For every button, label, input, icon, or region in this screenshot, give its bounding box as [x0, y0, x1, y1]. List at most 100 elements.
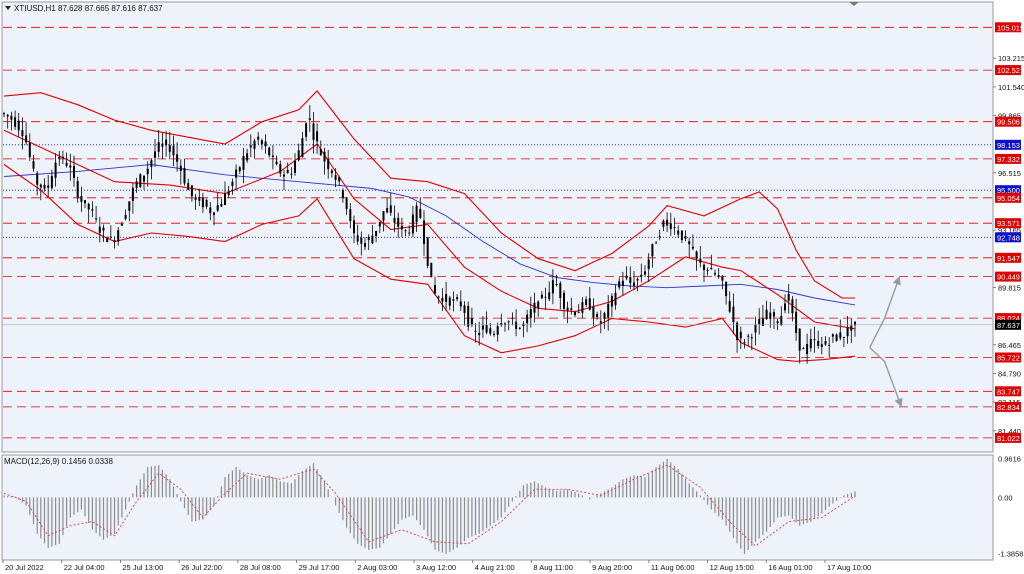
candle-body	[382, 211, 385, 221]
candle-body	[386, 208, 389, 213]
candle	[802, 346, 805, 350]
candle-body	[334, 175, 337, 180]
candle-body	[172, 145, 175, 156]
candle	[518, 326, 521, 330]
candle-body	[603, 313, 606, 319]
candle	[574, 310, 576, 318]
macd-tick-label: 0.9616	[998, 455, 1021, 464]
candle-body	[577, 312, 580, 314]
candle-body	[831, 334, 834, 337]
candle	[621, 271, 624, 296]
candle	[154, 139, 156, 167]
price-panel[interactable]	[1, 1, 994, 453]
candle-body	[286, 169, 289, 174]
candle	[658, 229, 661, 241]
candle	[150, 158, 153, 180]
candle-body	[467, 305, 470, 327]
candle-body	[124, 215, 127, 219]
level-price-label: 91.547	[997, 254, 1020, 263]
candle	[570, 297, 573, 315]
candle-body	[758, 319, 761, 325]
candle-body	[216, 205, 219, 211]
candle-body	[629, 277, 632, 284]
candle	[87, 202, 90, 223]
candle	[677, 225, 680, 238]
level-price-label: 98.153	[997, 141, 1020, 150]
collapse-triangle-icon[interactable]	[5, 6, 11, 10]
candle-body	[507, 321, 510, 323]
candle	[6, 113, 9, 129]
candle-body	[644, 271, 646, 275]
candle	[43, 178, 46, 192]
level-price-badge	[995, 192, 1021, 203]
candle	[485, 311, 488, 335]
candle	[419, 197, 422, 220]
level-price-label: 102.521	[997, 66, 1024, 75]
candle-body	[113, 240, 116, 242]
candle-body	[426, 237, 429, 266]
candle	[283, 169, 285, 190]
candle-body	[581, 302, 584, 313]
level-price-badge	[995, 139, 1021, 150]
candle-body	[511, 317, 514, 319]
candle	[423, 210, 425, 256]
candle-body	[187, 183, 190, 190]
candle-body	[478, 332, 481, 336]
level-price-badge	[995, 116, 1021, 127]
level-price-label: 92.748	[997, 233, 1020, 242]
candle	[854, 321, 856, 337]
candle	[750, 333, 753, 351]
candle	[294, 153, 296, 176]
price-tick-label: 99.865	[998, 112, 1021, 121]
candle-body	[673, 227, 676, 229]
candle-body	[297, 150, 300, 161]
candle-body	[301, 138, 304, 158]
candle-body	[787, 293, 790, 301]
candle-body	[190, 185, 193, 197]
candle	[131, 183, 134, 214]
candle-body	[750, 337, 753, 339]
candle	[636, 277, 639, 292]
candle	[555, 274, 558, 287]
candle	[585, 296, 588, 307]
candle	[172, 135, 175, 167]
candle	[721, 275, 724, 290]
candle	[286, 162, 289, 174]
level-price-label: 82.834	[997, 403, 1020, 412]
candle	[795, 298, 798, 341]
candle-body	[610, 295, 613, 307]
candle	[846, 316, 849, 344]
level-price-label: 99.506	[997, 118, 1020, 127]
candle-body	[470, 318, 473, 325]
level-price-badge	[995, 153, 1021, 164]
candle-body	[691, 246, 694, 249]
candle	[703, 263, 705, 282]
candle-body	[817, 340, 820, 346]
candle	[496, 322, 499, 342]
candle-body	[95, 218, 98, 220]
candle	[220, 198, 223, 207]
candle-body	[592, 306, 595, 318]
price-tick-label: 96.515	[998, 169, 1021, 178]
price-axis: 103.215 101.540 99.865 96.515 93.165 89.815 86…	[3, 22, 1024, 443]
scroll-marker-icon[interactable]	[849, 2, 859, 6]
candle	[437, 295, 440, 304]
candle-body	[404, 230, 407, 232]
current-price-badge	[995, 319, 1021, 330]
candle-body	[275, 161, 278, 165]
candle	[316, 123, 319, 154]
candle-body	[231, 181, 234, 187]
candle	[308, 105, 311, 132]
candle	[161, 132, 164, 160]
price-tick-label: 86.465	[998, 341, 1021, 350]
candle	[201, 192, 204, 213]
candle	[610, 293, 613, 317]
level-price-badge	[995, 185, 1021, 196]
candle	[179, 159, 182, 185]
candle	[246, 148, 249, 163]
candle-body	[585, 299, 588, 305]
candle-body	[636, 278, 639, 281]
candle-body	[308, 118, 311, 120]
candle	[124, 209, 127, 221]
